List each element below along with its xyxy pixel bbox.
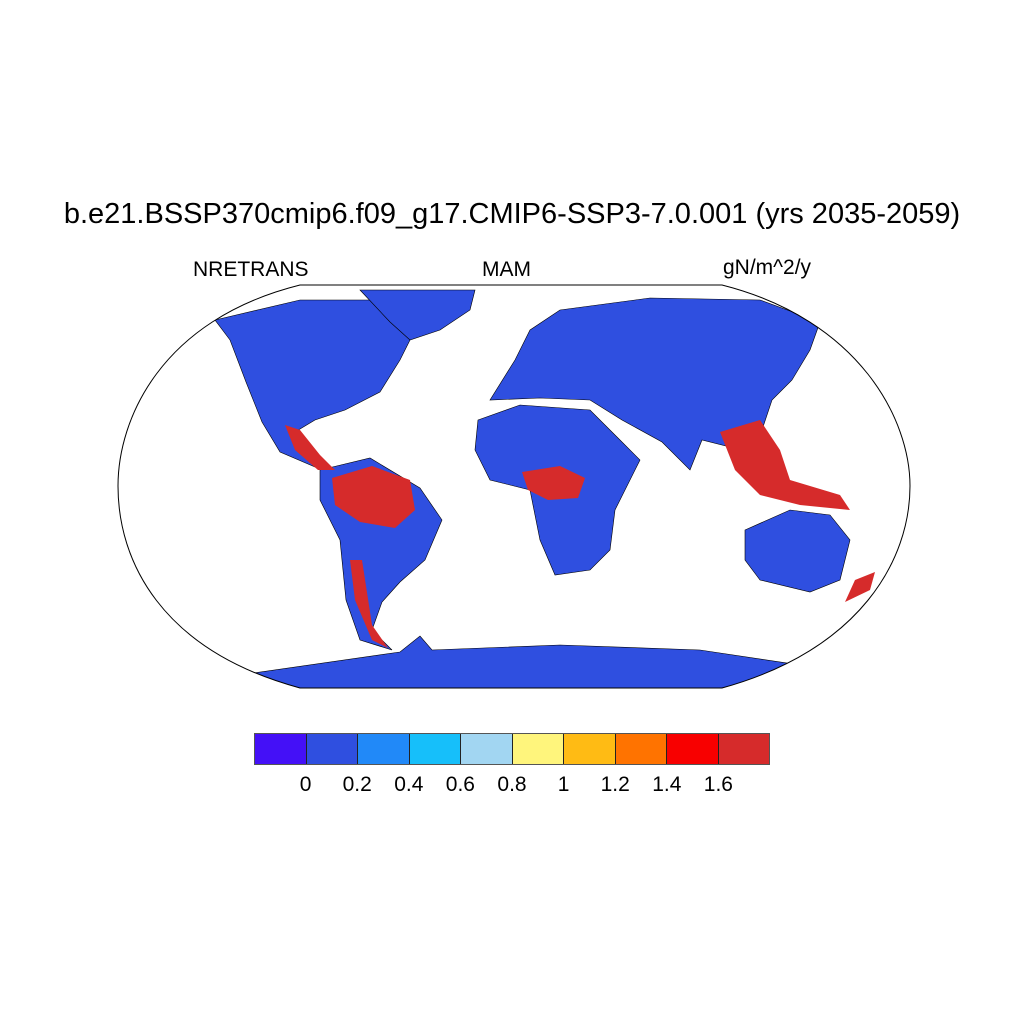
central-africa-high: [522, 466, 585, 500]
amazon-high: [332, 466, 415, 528]
colorbar: [254, 733, 770, 765]
australia: [744, 509, 851, 593]
land-high: [285, 420, 875, 648]
colorbar-box: [512, 734, 564, 764]
colorbar-label: 0.8: [497, 773, 527, 796]
central-america-high: [285, 425, 335, 470]
colorbar-box: [461, 734, 513, 764]
colorbar-label: 1.2: [600, 773, 630, 796]
new-zealand-high: [845, 572, 875, 602]
southeast-asia-high: [720, 420, 850, 510]
colorbar-label: 0.4: [394, 773, 424, 796]
land-low: [214, 289, 851, 688]
colorbar-box: [615, 734, 667, 764]
colorbar-box: [409, 734, 461, 764]
colorbar-label: 0: [299, 773, 312, 796]
colorbar-box: [358, 734, 410, 764]
colorbar-label: 0.6: [445, 773, 475, 796]
map-border: [117, 284, 911, 689]
colorbar-box: [564, 734, 616, 764]
plot-title: b.e21.BSSP370cmip6.f09_g17.CMIP6-SSP3-7.…: [63, 198, 961, 230]
greenland: [359, 289, 476, 341]
colorbar-label: 1.4: [652, 773, 682, 796]
colorbar-box: [255, 734, 307, 764]
andes-high: [350, 560, 388, 648]
antarctica: [239, 635, 801, 688]
season-label: MAM: [482, 258, 531, 281]
colorbar-box: [718, 734, 769, 764]
colorbar-box: [667, 734, 719, 764]
colorbar-label: 1.6: [703, 773, 733, 796]
colorbar-label: 0.2: [342, 773, 372, 796]
colorbar-box: [306, 734, 358, 764]
units-label: gN/m^2/y: [723, 256, 812, 279]
variable-label: NRETRANS: [193, 258, 309, 281]
colorbar-label: 1: [557, 773, 570, 796]
north-america: [214, 299, 421, 471]
